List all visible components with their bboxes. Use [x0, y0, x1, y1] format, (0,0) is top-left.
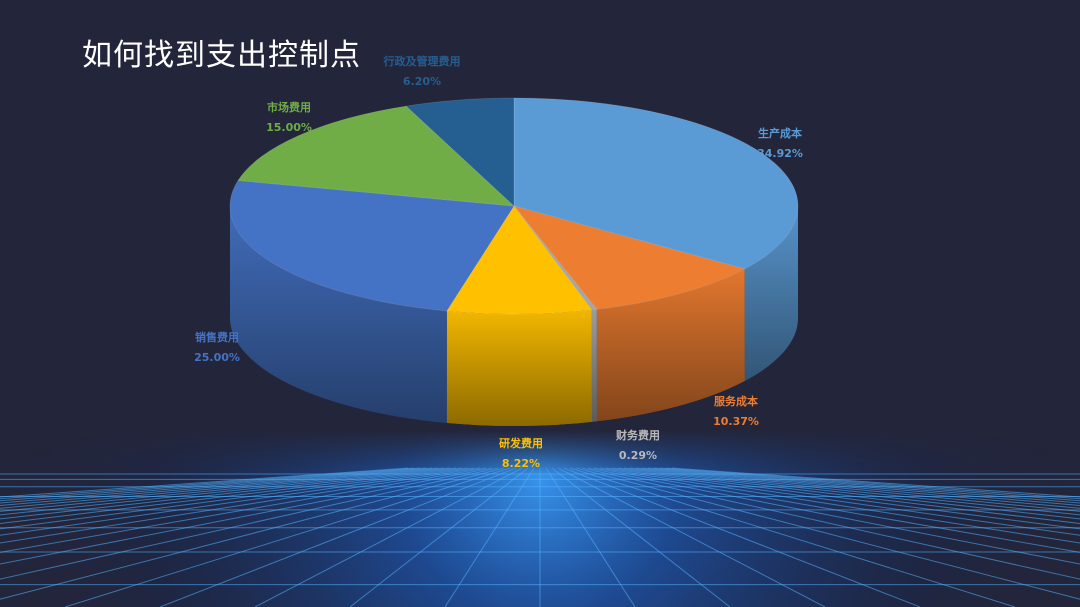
grid-line [653, 467, 1080, 504]
grid-line [569, 467, 1016, 607]
grid-line [617, 467, 1080, 525]
pie-slice [513, 97, 799, 270]
grid-line [581, 467, 1080, 580]
grid-line [444, 467, 535, 607]
grid-line [593, 467, 1080, 553]
grid-line [159, 467, 517, 607]
grid-line [551, 467, 731, 607]
slice-value-label: 15.00% [266, 121, 312, 134]
grid-line [0, 467, 481, 544]
grid-line [0, 467, 433, 506]
slice-value-label: 10.37% [713, 415, 759, 428]
grid-line [0, 467, 451, 516]
pie-slice [512, 205, 746, 310]
slice-label: 市场费用 [267, 100, 311, 114]
grid-line [641, 467, 1080, 509]
grid-line [0, 467, 445, 512]
slide-title: 如何找到支出控制点 [82, 38, 361, 73]
slice-value-label: 6.20% [403, 75, 441, 88]
slice-label: 行政及管理费用 [383, 54, 461, 68]
grid-line [0, 467, 421, 502]
grid-line [659, 467, 1080, 502]
grid-line [0, 467, 499, 580]
grid-line [647, 467, 1080, 506]
grid-line [635, 467, 1080, 512]
slice-label: 研发费用 [499, 436, 543, 450]
slice-label: 生产成本 [758, 126, 802, 140]
slice-label: 财务费用 [615, 428, 660, 442]
pie-slice [405, 97, 515, 207]
pie-slice-side-shade [596, 269, 745, 422]
grid-line [0, 467, 415, 500]
grid-line [0, 467, 505, 600]
grid-line [557, 467, 826, 607]
slice-value-label: 34.92% [757, 147, 803, 160]
grid-line [64, 467, 511, 607]
grid-line [349, 467, 529, 607]
pie-slice-side-shade [591, 309, 597, 422]
slice-label: 销售费用 [195, 330, 239, 344]
grid-line [545, 467, 636, 607]
grid-line [575, 467, 1080, 600]
grid-line [665, 467, 1080, 500]
grid-line [254, 467, 523, 607]
grid-line [611, 467, 1080, 530]
slice-value-label: 25.00% [194, 351, 240, 364]
grid-line [671, 467, 1080, 498]
slice-label: 服务成本 [714, 394, 758, 408]
pie-slice [446, 205, 593, 315]
grid-line [0, 467, 469, 530]
grid-line [0, 467, 409, 498]
grid-line [623, 467, 1080, 520]
pie-slice-side-shade [446, 309, 592, 426]
pie-slice [513, 205, 598, 311]
grid-line [0, 467, 427, 504]
grid-line [0, 467, 493, 565]
grid-line [563, 467, 921, 607]
grid-line [0, 467, 463, 525]
grid-line [0, 467, 457, 520]
grid-line [0, 467, 475, 536]
grid-line [0, 467, 487, 553]
grid-line [599, 467, 1080, 544]
grid-line [0, 467, 439, 509]
grid-line [629, 467, 1080, 516]
grid-line [587, 467, 1080, 565]
grid-line [605, 467, 1080, 536]
pie-slice [237, 105, 516, 207]
pie-slice-side-shade [744, 206, 798, 382]
pie-slice [229, 180, 515, 312]
pie-slice-side-shade [230, 206, 447, 423]
slice-value-label: 8.22% [502, 457, 540, 470]
slice-value-label: 0.29% [619, 449, 657, 462]
